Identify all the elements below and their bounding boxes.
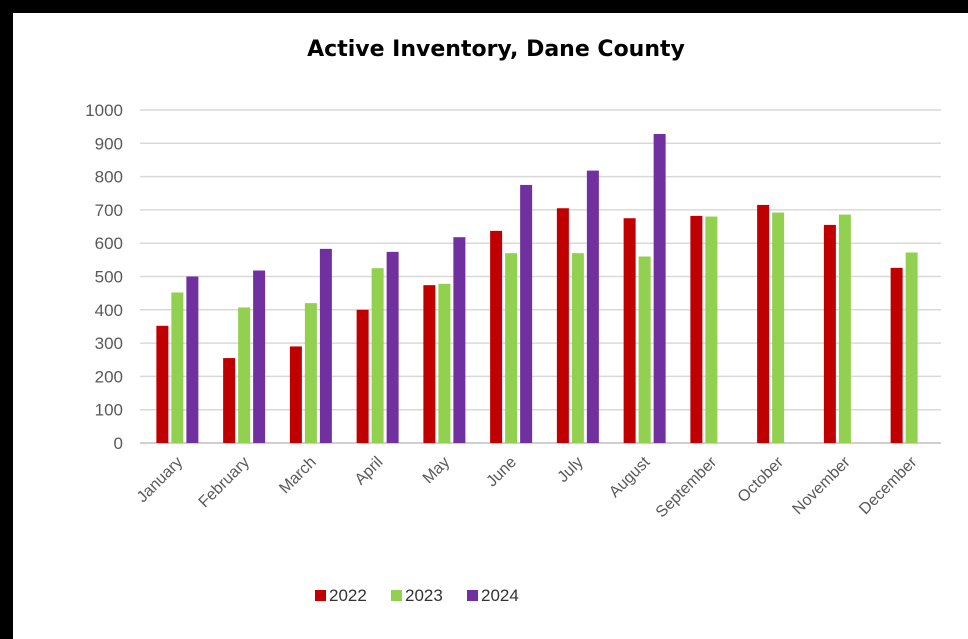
bar-2023-march: [304, 303, 317, 443]
bar-2024-may: [453, 237, 466, 443]
bar-2022-september: [690, 215, 703, 443]
y-tick-label: 0: [114, 434, 123, 453]
y-tick-label: 300: [95, 334, 123, 353]
x-tick-label: November: [789, 453, 854, 518]
bar-2022-march: [289, 346, 302, 443]
bar-2024-march: [319, 248, 332, 443]
bar-2023-december: [905, 252, 918, 443]
bar-2024-august: [653, 133, 666, 443]
bar-2024-january: [186, 276, 199, 443]
legend-label: 2023: [405, 586, 443, 605]
legend-swatch-2023: [391, 590, 402, 601]
bar-2023-august: [638, 256, 651, 443]
x-tick-label: August: [606, 453, 654, 501]
bar-2023-october: [772, 212, 785, 443]
bar-2022-august: [623, 218, 636, 443]
bar-2024-june: [520, 184, 533, 444]
x-tick-label: October: [735, 453, 788, 506]
y-tick-label: 1000: [85, 101, 123, 120]
bar-2022-july: [556, 208, 569, 443]
bar-2022-april: [356, 309, 369, 443]
y-tick-label: 900: [95, 134, 123, 153]
y-tick-label: 600: [95, 234, 123, 253]
bar-2023-november: [838, 214, 851, 443]
y-tick-label: 400: [95, 301, 123, 320]
legend: 2022 2023 2024: [315, 586, 519, 605]
bar-2022-october: [757, 204, 770, 443]
bar-2023-may: [438, 283, 451, 443]
bar-2022-may: [423, 285, 436, 443]
bar-2022-january: [156, 325, 169, 443]
y-tick-label: 100: [95, 401, 123, 420]
y-tick-label: 200: [95, 367, 123, 386]
y-tick-label: 800: [95, 168, 123, 187]
legend-swatch-2024: [467, 590, 478, 601]
bar-2023-september: [705, 216, 718, 443]
y-tick-label: 500: [95, 268, 123, 287]
x-tick-label: December: [856, 453, 921, 518]
x-tick-label: March: [276, 454, 319, 497]
bar-2024-april: [386, 251, 399, 443]
bar-2023-june: [505, 253, 518, 443]
chart: Active Inventory, Dane County 0 100 200 300…: [85, 37, 941, 605]
bar-2024-february: [253, 270, 266, 443]
bar-2022-november: [823, 224, 836, 443]
bar-2023-april: [371, 268, 384, 443]
bar-2022-february: [223, 358, 236, 443]
bar-2022-december: [890, 267, 903, 443]
bar-2024-july: [586, 170, 599, 443]
bar-2022-june: [490, 230, 503, 443]
x-tick-label: September: [653, 453, 721, 521]
chart-title: Active Inventory, Dane County: [307, 37, 685, 62]
x-tick-label: February: [196, 454, 253, 511]
bar-2023-january: [171, 292, 184, 443]
legend-label: 2024: [481, 586, 519, 605]
x-tick-label: April: [352, 454, 387, 489]
legend-swatch-2022: [315, 590, 326, 601]
x-tick-label: July: [555, 454, 587, 486]
chart-frame: Active Inventory, Dane County 0 100 200 300…: [13, 13, 968, 639]
legend-label: 2022: [329, 586, 367, 605]
bar-2023-july: [571, 253, 584, 443]
x-tick-label: May: [420, 454, 453, 487]
x-tick-label: January: [134, 454, 186, 506]
bar-2023-february: [238, 307, 251, 443]
y-tick-label: 700: [95, 201, 123, 220]
x-tick-label: June: [483, 454, 520, 491]
